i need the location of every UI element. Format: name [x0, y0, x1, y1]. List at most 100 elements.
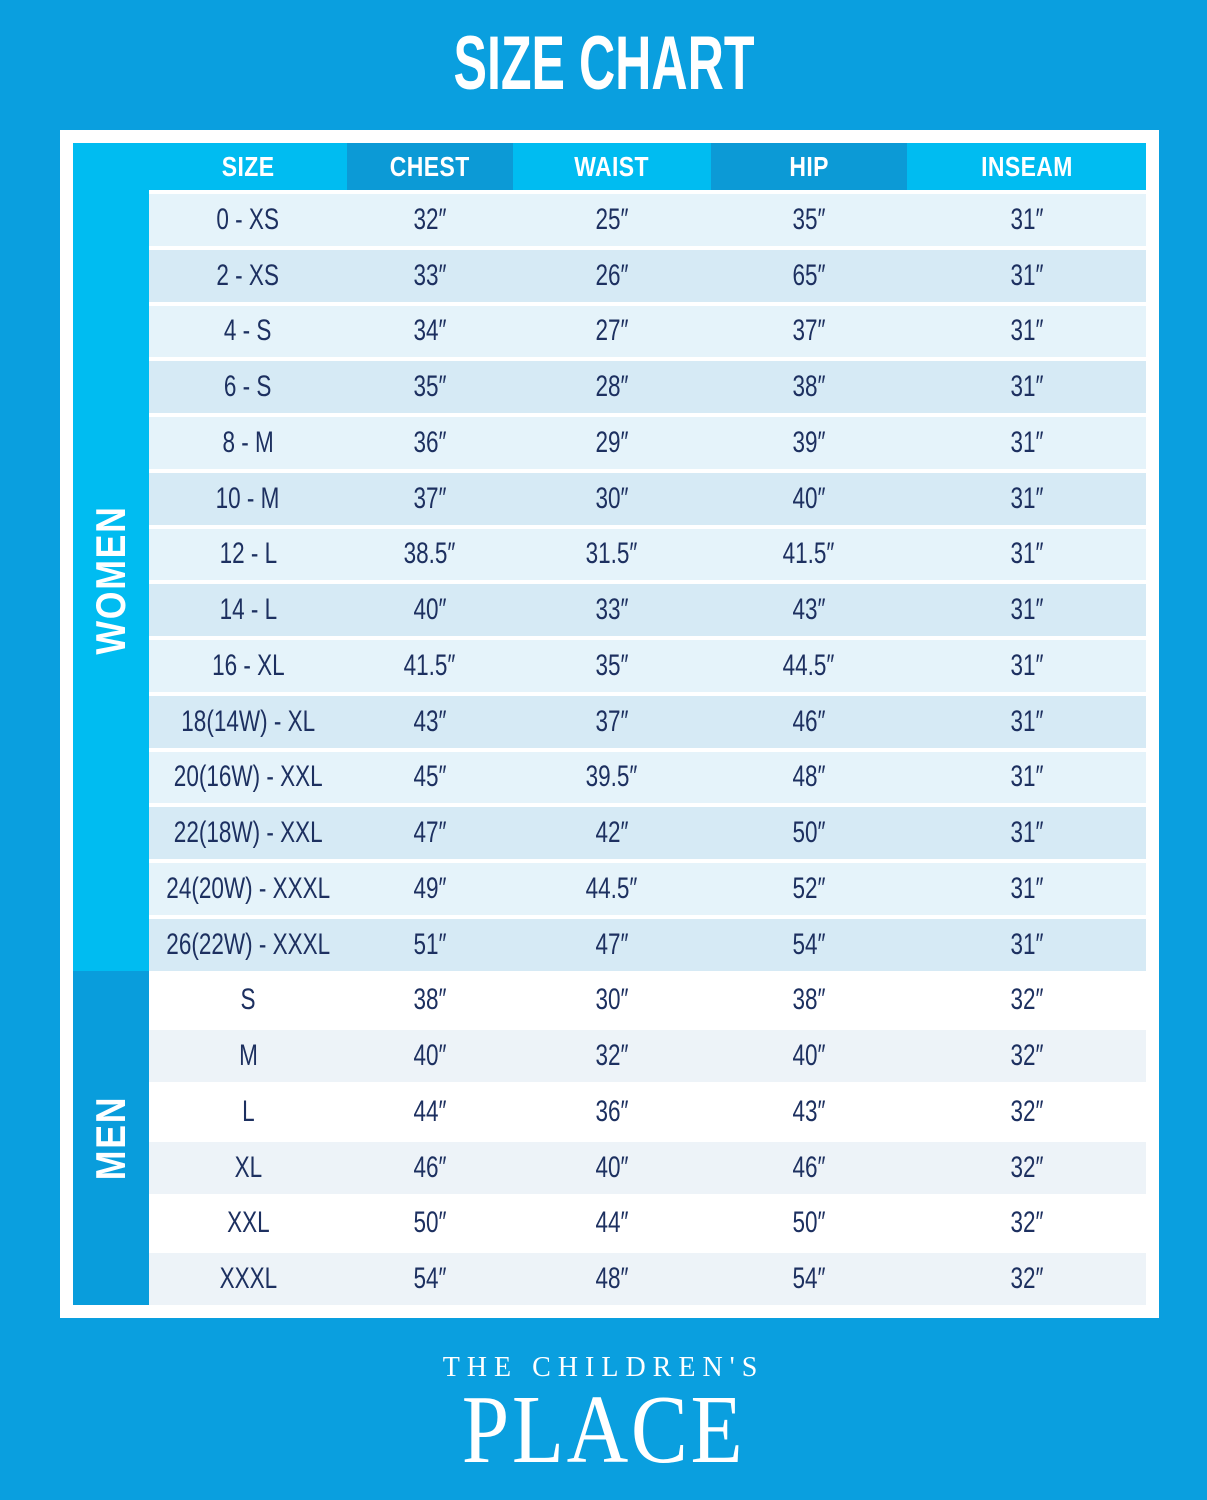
inseam-measurement: 31″: [907, 747, 1146, 804]
cell-text: 33″: [413, 258, 447, 292]
row-size-label: 26(22W) - XXXL: [149, 914, 347, 971]
chest-measurement: 47″: [347, 803, 513, 859]
waist-measurement: 28″: [513, 357, 711, 413]
cell-text: 32″: [1010, 1150, 1043, 1184]
inseam-measurement: 31″: [907, 301, 1146, 358]
chest-measurement: 44″: [347, 1082, 513, 1138]
row-size-label: 12 - L: [149, 524, 347, 581]
inseam-measurement: 31″: [907, 413, 1146, 469]
waist-measurement: 47″: [513, 914, 711, 971]
brand-name-line2: PLACE: [461, 1376, 746, 1483]
inseam-measurement: 31″: [907, 636, 1146, 692]
section-label-men: MEN: [87, 1095, 134, 1180]
waist-measurement: 44.5″: [513, 859, 711, 915]
cell-text: 31.5″: [586, 537, 638, 571]
cell-text: 30″: [595, 983, 629, 1017]
cell-text: 35″: [413, 370, 447, 404]
row-size-label: S: [149, 970, 347, 1027]
cell-text: 65″: [792, 258, 826, 292]
page-title-text: SIZE CHART: [453, 21, 754, 106]
cell-text: 50″: [792, 1206, 826, 1240]
hip-measurement: 38″: [711, 357, 907, 413]
waist-measurement: 27″: [513, 301, 711, 358]
cell-text: 12 - L: [219, 537, 277, 571]
cell-text: 31″: [1010, 704, 1043, 738]
inseam-measurement: 32″: [907, 1026, 1146, 1082]
cell-text: 16 - XL: [211, 648, 285, 682]
cell-text: 24(20W) - XXXL: [166, 871, 330, 905]
cell-text: 33″: [595, 593, 629, 627]
row-size-label: 24(20W) - XXXL: [149, 859, 347, 915]
column-header-label: CHEST: [390, 150, 470, 182]
cell-text: XXL: [226, 1206, 270, 1240]
inseam-measurement: 32″: [907, 1193, 1146, 1250]
row-size-label: 16 - XL: [149, 636, 347, 692]
cell-text: 31″: [1010, 760, 1043, 794]
chest-measurement: 35″: [347, 357, 513, 413]
chest-measurement: 40″: [347, 580, 513, 636]
waist-measurement: 30″: [513, 970, 711, 1027]
cell-text: 32″: [1010, 1262, 1043, 1296]
cell-text: 30″: [595, 481, 629, 515]
cell-text: 51″: [413, 927, 447, 961]
hip-measurement: 40″: [711, 468, 907, 525]
cell-text: 48″: [595, 1262, 629, 1296]
cell-text: 32″: [1010, 1206, 1043, 1240]
hip-measurement: 54″: [711, 1249, 907, 1305]
cell-text: 8 - M: [222, 425, 274, 459]
cell-text: 46″: [792, 1150, 826, 1184]
chest-measurement: 34″: [347, 301, 513, 358]
chest-measurement: 43″: [347, 691, 513, 748]
inseam-measurement: 31″: [907, 859, 1146, 915]
cell-text: 42″: [595, 816, 629, 850]
cell-text: 50″: [413, 1206, 447, 1240]
cell-text: 50″: [792, 816, 826, 850]
inseam-measurement: 31″: [907, 691, 1146, 748]
cell-text: S: [240, 983, 256, 1017]
column-header-hip: HIP: [711, 143, 907, 190]
waist-measurement: 48″: [513, 1249, 711, 1305]
inseam-measurement: 31″: [907, 580, 1146, 636]
chest-measurement: 46″: [347, 1137, 513, 1194]
chest-measurement: 36″: [347, 413, 513, 469]
cell-text: 40″: [595, 1150, 629, 1184]
chest-measurement: 38.5″: [347, 524, 513, 581]
cell-text: L: [241, 1094, 255, 1128]
cell-text: 38″: [792, 983, 826, 1017]
inseam-measurement: 31″: [907, 468, 1146, 525]
cell-text: 31″: [1010, 537, 1043, 571]
cell-text: 40″: [792, 481, 826, 515]
waist-measurement: 37″: [513, 691, 711, 748]
waist-measurement: 32″: [513, 1026, 711, 1082]
waist-measurement: 40″: [513, 1137, 711, 1194]
inseam-measurement: 31″: [907, 245, 1146, 302]
cell-text: 44.5″: [586, 871, 638, 905]
cell-text: 26(22W) - XXXL: [166, 927, 330, 961]
cell-text: 0 - XS: [216, 202, 280, 236]
cell-text: 14 - L: [219, 593, 277, 627]
hip-measurement: 52″: [711, 859, 907, 915]
column-header-label: HIP: [789, 150, 829, 182]
cell-text: 31″: [1010, 871, 1043, 905]
row-size-label: XL: [149, 1137, 347, 1194]
cell-text: 36″: [595, 1094, 629, 1128]
row-size-label: 14 - L: [149, 580, 347, 636]
inseam-measurement: 32″: [907, 970, 1146, 1027]
cell-text: M: [238, 1039, 258, 1073]
brand-name-line1: THE CHILDREN'S: [442, 1352, 765, 1383]
waist-measurement: 35″: [513, 636, 711, 692]
cell-text: 31″: [1010, 370, 1043, 404]
inseam-measurement: 32″: [907, 1137, 1146, 1194]
hip-measurement: 50″: [711, 1193, 907, 1250]
cell-text: 47″: [595, 927, 629, 961]
chest-measurement: 41.5″: [347, 636, 513, 692]
chest-measurement: 33″: [347, 245, 513, 302]
cell-text: 43″: [413, 704, 447, 738]
waist-measurement: 42″: [513, 803, 711, 859]
row-size-label: 0 - XS: [149, 190, 347, 246]
cell-text: 32″: [595, 1039, 629, 1073]
inseam-measurement: 31″: [907, 803, 1146, 859]
column-header-waist: WAIST: [513, 143, 711, 190]
cell-text: 31″: [1010, 593, 1043, 627]
